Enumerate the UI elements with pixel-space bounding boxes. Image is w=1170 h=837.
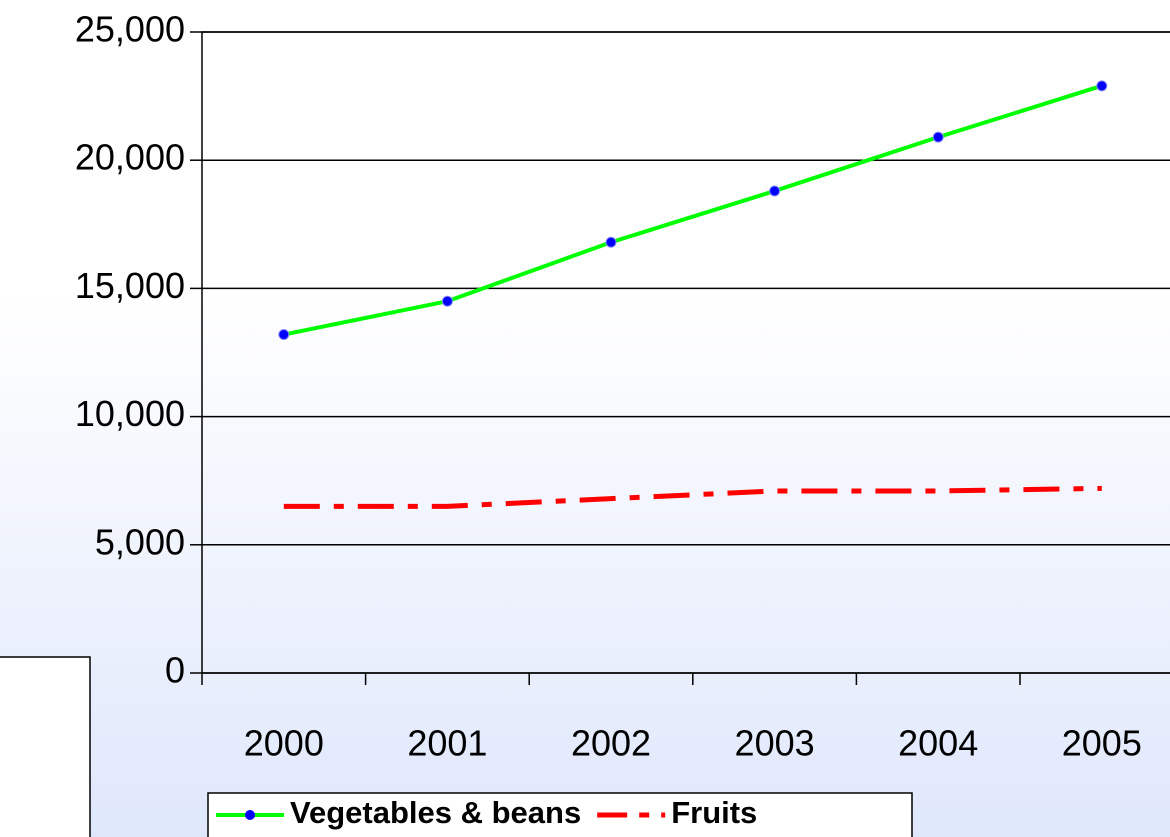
legend-label: Fruits [671, 795, 757, 830]
y-tick-label: 25,000 [75, 9, 185, 50]
x-tick-label: 2003 [735, 723, 815, 764]
legend-label: Vegetables & beans [290, 795, 581, 830]
y-tick-label: 10,000 [75, 393, 185, 434]
series-marker [1096, 80, 1108, 92]
x-tick-label: 2005 [1062, 723, 1142, 764]
legend-box [207, 792, 913, 837]
x-tick-label: 2004 [898, 723, 978, 764]
series-line [283, 83, 1103, 337]
x-tick-label: 2000 [244, 723, 324, 764]
y-tick-label: 0 [165, 650, 185, 691]
series-line [283, 485, 1102, 509]
y-tick-label: 20,000 [75, 137, 185, 178]
series-marker [441, 295, 453, 307]
series-marker [769, 185, 781, 197]
y-tick-label: 5,000 [95, 521, 185, 562]
series-marker [932, 131, 944, 143]
series-marker [278, 329, 290, 341]
legend-marker [245, 810, 255, 820]
y-tick-label: 15,000 [75, 265, 185, 306]
x-tick-label: 2001 [407, 723, 487, 764]
series-marker [605, 236, 617, 248]
x-tick-label: 2002 [571, 723, 651, 764]
side-box [0, 656, 91, 837]
